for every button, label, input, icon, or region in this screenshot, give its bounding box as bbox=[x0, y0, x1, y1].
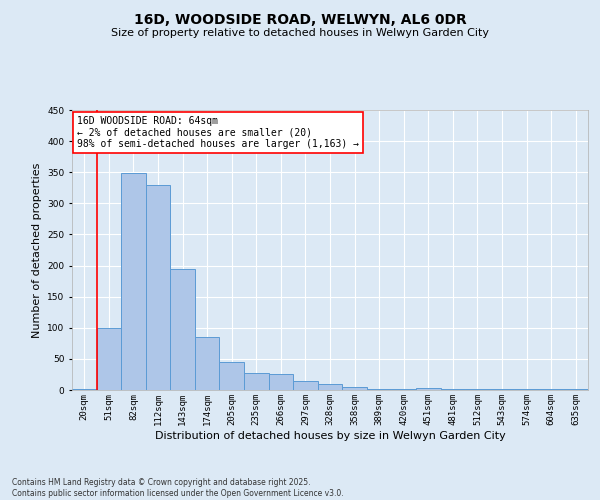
Text: 16D, WOODSIDE ROAD, WELWYN, AL6 0DR: 16D, WOODSIDE ROAD, WELWYN, AL6 0DR bbox=[134, 12, 466, 26]
Bar bbox=[342, 387, 367, 390]
Bar bbox=[318, 384, 342, 390]
Bar bbox=[391, 389, 416, 390]
Bar bbox=[269, 374, 293, 390]
Bar bbox=[367, 389, 391, 390]
Bar bbox=[72, 389, 97, 390]
Bar bbox=[97, 328, 121, 390]
Bar bbox=[416, 388, 440, 390]
X-axis label: Distribution of detached houses by size in Welwyn Garden City: Distribution of detached houses by size … bbox=[155, 430, 505, 440]
Bar bbox=[121, 174, 146, 390]
Bar bbox=[170, 268, 195, 390]
Bar bbox=[195, 337, 220, 390]
Bar bbox=[440, 389, 465, 390]
Text: Contains HM Land Registry data © Crown copyright and database right 2025.
Contai: Contains HM Land Registry data © Crown c… bbox=[12, 478, 344, 498]
Text: Size of property relative to detached houses in Welwyn Garden City: Size of property relative to detached ho… bbox=[111, 28, 489, 38]
Bar bbox=[220, 362, 244, 390]
Bar bbox=[244, 373, 269, 390]
Y-axis label: Number of detached properties: Number of detached properties bbox=[32, 162, 41, 338]
Text: 16D WOODSIDE ROAD: 64sqm
← 2% of detached houses are smaller (20)
98% of semi-de: 16D WOODSIDE ROAD: 64sqm ← 2% of detache… bbox=[77, 116, 359, 149]
Bar bbox=[146, 184, 170, 390]
Bar bbox=[293, 382, 318, 390]
